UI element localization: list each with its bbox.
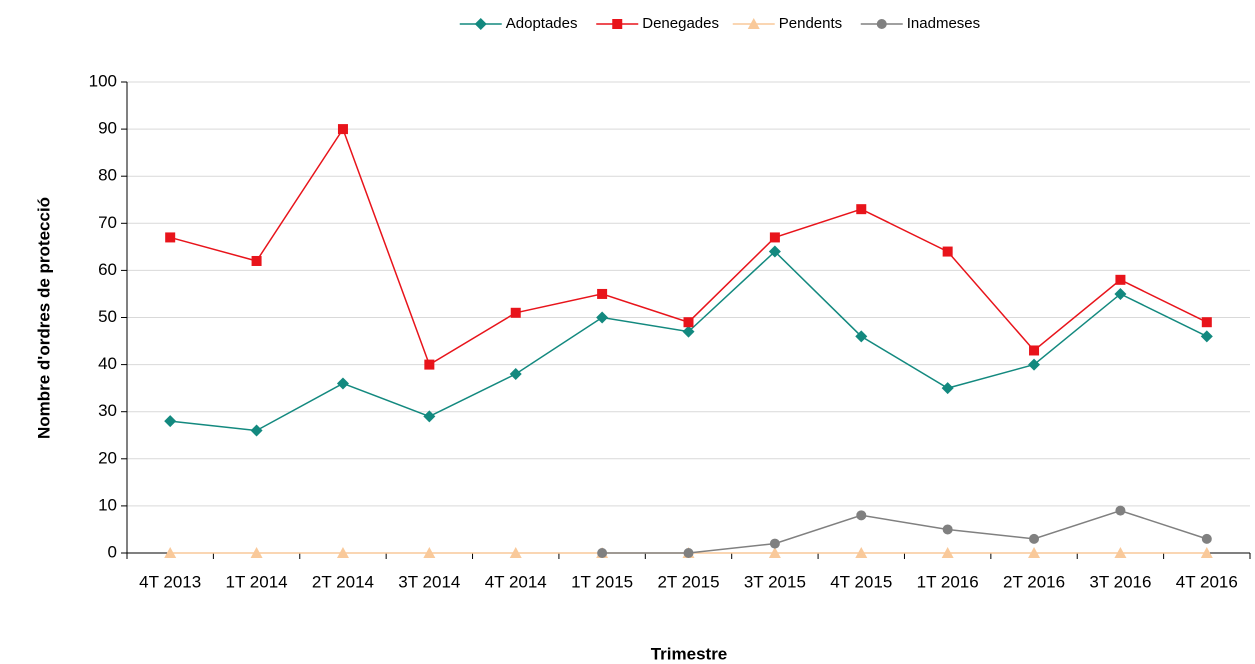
x-axis-title: Trimestre xyxy=(651,644,728,663)
x-tick-label: 3T 2015 xyxy=(744,572,806,591)
legend-label: Pendents xyxy=(779,15,842,32)
y-tick-label: 70 xyxy=(98,213,117,232)
y-axis-title: Nombre d'ordres de protecció xyxy=(34,197,53,439)
y-tick-label: 10 xyxy=(98,495,117,514)
marker xyxy=(509,547,522,558)
x-tick-label: 2T 2014 xyxy=(312,572,374,591)
marker xyxy=(768,245,781,258)
y-tick-label: 100 xyxy=(89,71,117,90)
legend-label: Denegades xyxy=(642,15,719,32)
marker xyxy=(612,19,623,29)
legend-label: Adoptades xyxy=(506,15,578,32)
y-tick-label: 30 xyxy=(98,401,117,420)
marker xyxy=(1201,533,1212,544)
marker xyxy=(942,246,953,257)
y-tick-label: 50 xyxy=(98,307,117,326)
marker xyxy=(942,524,953,535)
y-tick-label: 80 xyxy=(98,166,117,185)
legend: Adoptades Denegades Pendents Inadmeses xyxy=(459,15,980,32)
marker xyxy=(855,547,868,558)
y-tick-label: 0 xyxy=(108,542,117,561)
marker xyxy=(769,232,780,243)
marker xyxy=(251,255,262,266)
x-tick-label: 2T 2016 xyxy=(1003,572,1065,591)
marker xyxy=(250,424,263,437)
marker xyxy=(855,330,868,343)
marker xyxy=(1028,358,1041,371)
x-tick-label: 1T 2015 xyxy=(571,572,633,591)
marker xyxy=(424,359,435,370)
marker xyxy=(747,18,760,29)
marker xyxy=(164,415,177,428)
marker xyxy=(941,547,954,558)
marker xyxy=(165,232,176,243)
marker xyxy=(474,18,487,30)
x-tick-label: 4T 2013 xyxy=(139,572,201,591)
x-tick-label: 1T 2014 xyxy=(226,572,288,591)
marker xyxy=(1200,547,1213,558)
marker xyxy=(856,510,867,521)
y-tick-label: 40 xyxy=(98,354,117,373)
marker xyxy=(856,204,867,215)
marker xyxy=(1114,287,1127,300)
marker xyxy=(336,547,349,558)
marker xyxy=(941,382,954,395)
y-tick-label: 60 xyxy=(98,260,117,279)
marker xyxy=(1028,547,1041,558)
marker xyxy=(1200,330,1213,343)
marker xyxy=(876,19,887,29)
x-tick-label: 4T 2016 xyxy=(1176,572,1238,591)
series-line xyxy=(170,250,1208,432)
marker xyxy=(250,547,263,558)
y-tick-label: 20 xyxy=(98,448,117,467)
x-tick-label: 4T 2014 xyxy=(485,572,547,591)
marker xyxy=(336,377,349,390)
marker xyxy=(683,548,694,558)
x-tick-label: 3T 2014 xyxy=(398,572,460,591)
marker xyxy=(337,124,348,135)
marker xyxy=(423,547,436,558)
marker xyxy=(596,311,609,324)
marker xyxy=(509,368,522,381)
x-tick-label: 2T 2015 xyxy=(657,572,719,591)
marker xyxy=(682,325,695,338)
y-tick-label: 90 xyxy=(98,119,117,138)
x-tick-label: 4T 2015 xyxy=(830,572,892,591)
marker xyxy=(1029,345,1040,356)
marker xyxy=(164,547,177,558)
x-tick-label: 3T 2016 xyxy=(1089,572,1151,591)
x-tick-label: 1T 2016 xyxy=(917,572,979,591)
marker xyxy=(597,548,608,558)
series-line xyxy=(602,509,1208,554)
marker xyxy=(1029,533,1040,544)
marker xyxy=(683,317,694,328)
marker xyxy=(423,410,436,423)
marker xyxy=(1115,505,1126,516)
marker xyxy=(1114,547,1127,558)
marker xyxy=(1115,274,1126,285)
legend-label: Inadmeses xyxy=(907,15,980,32)
marker xyxy=(769,538,780,549)
marker xyxy=(768,547,781,558)
marker xyxy=(510,307,521,318)
marker xyxy=(1201,317,1212,328)
marker xyxy=(597,288,608,299)
